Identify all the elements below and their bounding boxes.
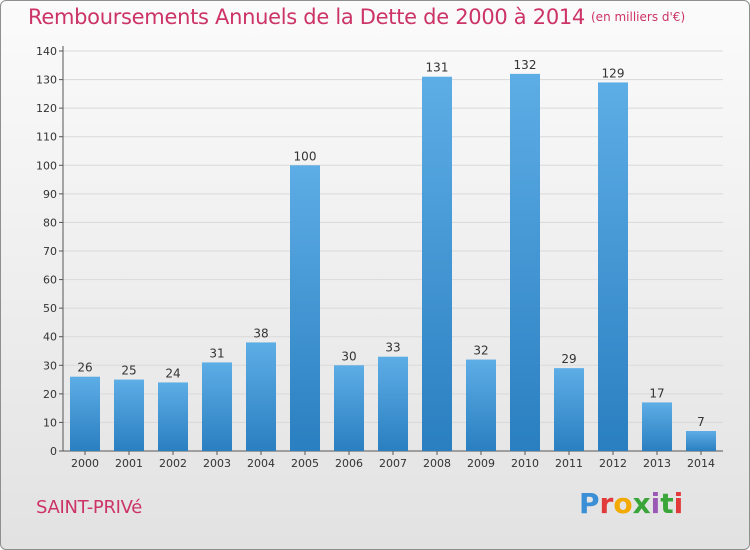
x-tick-label: 2006 bbox=[335, 457, 363, 470]
y-tick-label: 20 bbox=[43, 388, 57, 401]
value-label-2006: 30 bbox=[341, 349, 356, 363]
value-label-2001: 25 bbox=[121, 364, 136, 378]
x-tick-label: 2002 bbox=[159, 457, 187, 470]
value-label-2010: 132 bbox=[514, 58, 537, 72]
bar-2006 bbox=[334, 365, 364, 451]
x-tick-label: 2007 bbox=[379, 457, 407, 470]
value-label-2000: 26 bbox=[77, 361, 92, 375]
value-label-2009: 32 bbox=[473, 344, 488, 358]
x-tick-label: 2001 bbox=[115, 457, 143, 470]
y-tick-label: 50 bbox=[43, 302, 57, 315]
bar-2013 bbox=[642, 402, 672, 451]
value-label-2012: 129 bbox=[602, 66, 625, 80]
x-tick-label: 2014 bbox=[687, 457, 715, 470]
y-tick-label: 140 bbox=[36, 45, 57, 58]
x-tick-label: 2010 bbox=[511, 457, 539, 470]
value-label-2008: 131 bbox=[426, 61, 449, 75]
y-tick-label: 90 bbox=[43, 188, 57, 201]
y-tick-label: 100 bbox=[36, 159, 57, 172]
value-label-2004: 38 bbox=[253, 326, 268, 340]
value-label-2005: 100 bbox=[294, 149, 317, 163]
y-tick-label: 60 bbox=[43, 274, 57, 287]
y-tick-label: 70 bbox=[43, 245, 57, 258]
value-label-2011: 29 bbox=[561, 352, 576, 366]
value-labels: 26 25 24 31 38 100 30 33 131 32 132 29 129 17 7 bbox=[77, 58, 704, 429]
bar-2000 bbox=[70, 376, 100, 451]
proxiti-logo[interactable]: Proxiti bbox=[579, 487, 684, 520]
value-label-2013: 17 bbox=[649, 386, 664, 400]
value-label-2003: 31 bbox=[209, 346, 224, 360]
x-tick-label: 2012 bbox=[599, 457, 627, 470]
value-label-2007: 33 bbox=[385, 341, 400, 355]
y-tick-label: 80 bbox=[43, 216, 57, 229]
y-tick-label: 110 bbox=[36, 131, 57, 144]
y-tick-label: 30 bbox=[43, 359, 57, 372]
bar-2003 bbox=[202, 362, 232, 451]
y-tick-label: 130 bbox=[36, 74, 57, 87]
bar-2005 bbox=[290, 165, 320, 452]
bar-2008 bbox=[422, 76, 452, 451]
bar-2009 bbox=[466, 359, 496, 451]
chart-title-text: Remboursements Annuels de la Dette de 20… bbox=[28, 5, 585, 29]
x-tick-label: 2004 bbox=[247, 457, 275, 470]
y-tick-label: 0 bbox=[50, 445, 57, 458]
bar-2011 bbox=[554, 368, 584, 451]
x-tick-label: 2003 bbox=[203, 457, 231, 470]
value-label-2002: 24 bbox=[165, 366, 180, 380]
x-tick-label: 2009 bbox=[467, 457, 495, 470]
x-tick-label: 2005 bbox=[291, 457, 319, 470]
bars bbox=[70, 73, 716, 452]
chart-title: Remboursements Annuels de la Dette de 20… bbox=[28, 5, 685, 29]
x-tick-label: 2008 bbox=[423, 457, 451, 470]
x-tick-label: 2011 bbox=[555, 457, 583, 470]
x-tick-label: 2013 bbox=[643, 457, 671, 470]
y-tick-label: 10 bbox=[43, 416, 57, 429]
y-tick-label: 120 bbox=[36, 102, 57, 115]
y-tick-label: 40 bbox=[43, 331, 57, 344]
bar-2010 bbox=[510, 73, 540, 451]
bar-2002 bbox=[158, 382, 188, 451]
bar-2012 bbox=[598, 82, 628, 451]
chart-unit: (en milliers d'€) bbox=[591, 10, 686, 24]
bar-2001 bbox=[114, 379, 144, 451]
bar-2014 bbox=[686, 431, 716, 451]
bar-2004 bbox=[246, 342, 276, 451]
value-label-2014: 7 bbox=[697, 415, 705, 429]
commune-name: SAINT-PRIVé bbox=[36, 497, 143, 518]
bar-2007 bbox=[378, 356, 408, 451]
x-tick-label: 2000 bbox=[71, 457, 99, 470]
